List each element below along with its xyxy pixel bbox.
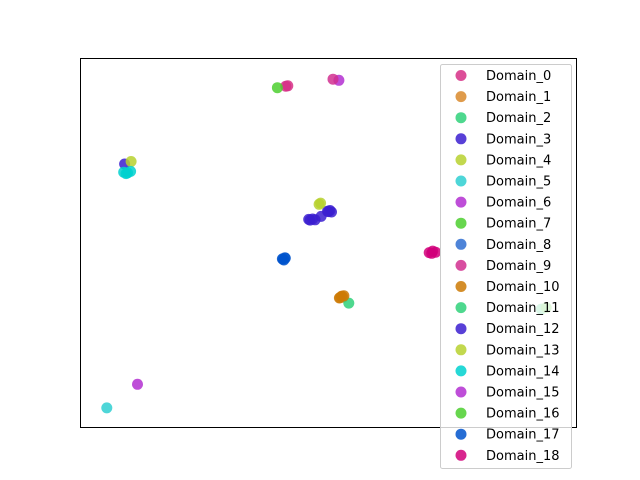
data-point — [271, 82, 283, 94]
points-layer — [101, 73, 552, 414]
legend-frame — [440, 64, 572, 469]
legend-marker — [455, 259, 467, 271]
data-point — [323, 206, 334, 218]
legend-label: Domain_5 — [486, 175, 551, 190]
legend-label: Domain_11 — [486, 301, 560, 316]
legend-marker — [455, 386, 467, 398]
data-point — [120, 168, 132, 180]
legend-label: Domain_13 — [486, 343, 560, 358]
series-Domain_0 — [280, 80, 294, 92]
legend-label: Domain_7 — [486, 217, 551, 232]
legend-label: Domain_3 — [486, 132, 551, 147]
legend-marker — [455, 449, 467, 461]
legend-label: Domain_14 — [486, 364, 560, 379]
legend-label: Domain_18 — [486, 449, 560, 464]
series-Domain_17 — [276, 252, 291, 266]
series-Domain_10 — [333, 290, 350, 304]
legend-label: Domain_8 — [486, 238, 551, 253]
data-point — [313, 198, 325, 210]
legend-label: Domain_4 — [486, 153, 551, 168]
legend-label: Domain_6 — [486, 196, 551, 211]
legend-marker — [455, 112, 467, 124]
legend-marker — [455, 91, 467, 103]
series-Domain_7 — [271, 82, 283, 94]
legend-marker — [455, 428, 467, 440]
series-Domain_15 — [132, 378, 143, 390]
legend: Domain_0 Domain_1 Domain_2 Domain_3 Domain_4… — [440, 64, 572, 469]
legend-label: Domain_16 — [486, 407, 560, 422]
legend-marker — [455, 196, 467, 208]
legend-marker — [455, 407, 467, 419]
series-Domain_18 — [423, 245, 442, 259]
series-Domain_9 — [327, 73, 339, 85]
legend-label: Domain_17 — [486, 428, 560, 443]
legend-marker — [455, 323, 467, 335]
legend-label: Domain_0 — [486, 69, 551, 84]
legend-marker — [455, 302, 467, 314]
legend-label: Domain_2 — [486, 111, 551, 126]
data-point — [327, 73, 339, 85]
legend-label: Domain_12 — [486, 322, 560, 337]
series-Domain_5 — [101, 402, 113, 414]
legend-marker — [455, 365, 467, 377]
data-point — [338, 290, 350, 302]
legend-marker — [455, 238, 467, 250]
data-point — [282, 80, 294, 92]
legend-label: Domain_9 — [486, 259, 551, 274]
legend-marker — [455, 281, 467, 292]
legend-label: Domain_15 — [486, 386, 560, 401]
legend-marker — [455, 133, 467, 145]
legend-label: Domain_10 — [486, 280, 560, 295]
data-point — [125, 156, 137, 167]
series-Domain_13 — [125, 156, 325, 210]
legend-marker — [455, 70, 467, 81]
data-point — [426, 247, 438, 259]
data-point — [303, 213, 315, 225]
series-Domain_14 — [118, 165, 137, 180]
legend-marker — [455, 175, 467, 187]
data-point — [101, 402, 113, 414]
legend-marker — [455, 154, 467, 166]
data-point — [278, 254, 290, 266]
legend-label: Domain_1 — [486, 90, 551, 105]
data-point — [132, 378, 143, 390]
legend-marker — [455, 344, 467, 356]
legend-marker — [455, 217, 467, 229]
